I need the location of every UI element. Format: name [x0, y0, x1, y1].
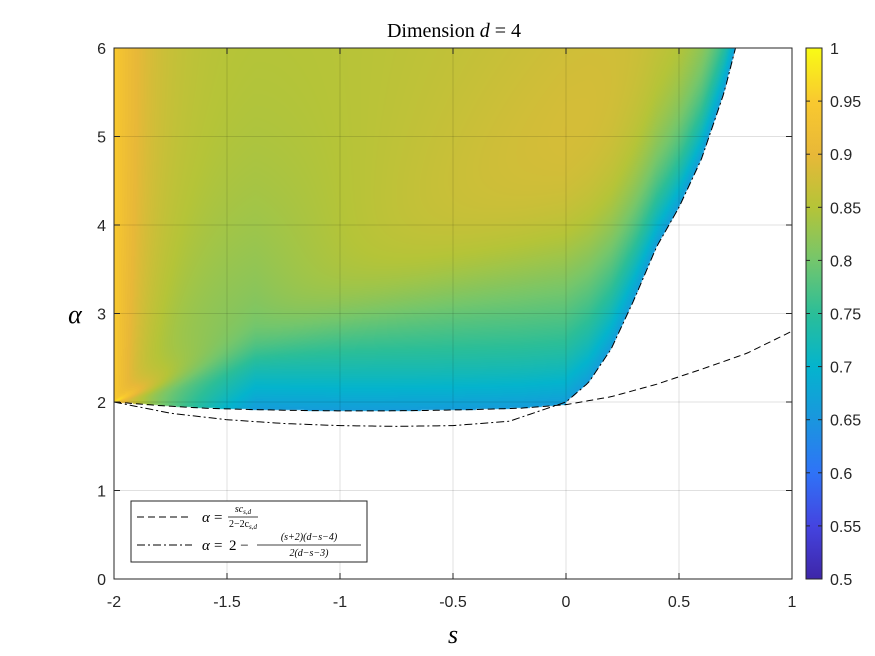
- legend: α = scs,d 2−2cs,d α = 2 − (s+2)(d−s−4) 2…: [130, 500, 368, 563]
- x-ticks: -2 -1.5 -1 -0.5 0 0.5 1: [107, 48, 797, 611]
- legend-entry-2-pre: 2 −: [229, 538, 249, 554]
- y-tick-label: 0: [97, 572, 106, 589]
- legend-entry-1-lhs: α: [202, 510, 211, 526]
- series-dashed-curve: [114, 330, 792, 412]
- legend-entry-2-eq: =: [214, 538, 222, 554]
- legend-entry-1-den: 2−2cs,d: [229, 519, 258, 531]
- heatmap-image: [114, 48, 792, 579]
- legend-box: [130, 500, 368, 563]
- legend-entry-1-eq: =: [214, 510, 222, 526]
- x-tick-label: 0.5: [668, 594, 690, 611]
- colorbar-tick-label: 1: [830, 41, 839, 58]
- title-prefix: Dimension: [387, 20, 480, 42]
- x-tick-label: -1.5: [213, 594, 241, 611]
- colorbar-tick-label: 0.9: [830, 147, 852, 164]
- colorbar-tick-label: 0.75: [830, 307, 861, 324]
- heatmap-layer: [114, 48, 792, 579]
- colorbar-tick-label: 0.5: [830, 572, 852, 589]
- x-tick-label: 0: [562, 594, 571, 611]
- series-dashdot-curve: [114, 48, 736, 427]
- y-tick-label: 5: [97, 130, 106, 147]
- title-rest: = 4: [490, 20, 521, 42]
- y-ticks: 0 1 2 3 4 5 6: [97, 41, 792, 589]
- y-tick-label: 6: [97, 41, 106, 58]
- y-tick-label: 2: [97, 395, 106, 412]
- curves-layer: [114, 48, 792, 427]
- legend-entry-2-den: 2(d−s−3): [289, 548, 329, 559]
- y-tick-label: 4: [97, 218, 106, 235]
- chart-title: Dimension d = 4: [387, 20, 521, 42]
- x-tick-label: -1: [333, 594, 347, 611]
- x-tick-label: 1: [788, 594, 797, 611]
- y-tick-label: 3: [97, 307, 106, 324]
- legend-entry-2-lhs: α: [202, 538, 211, 554]
- colorbar-ticks: 0.5 0.55 0.6 0.65 0.7 0.75 0.8 0.85 0.9 0.95 1: [806, 41, 861, 589]
- x-axis-label: s: [448, 620, 458, 649]
- colorbar-tick-label: 0.55: [830, 519, 861, 536]
- x-tick-label: -0.5: [439, 594, 467, 611]
- title-var: d: [480, 20, 491, 42]
- colorbar-tick-label: 0.8: [830, 253, 852, 270]
- y-tick-label: 1: [97, 484, 106, 501]
- colorbar-tick-label: 0.7: [830, 360, 852, 377]
- x-tick-label: -2: [107, 594, 121, 611]
- colorbar-tick-label: 0.65: [830, 413, 861, 430]
- colorbar-tick-label: 0.85: [830, 200, 861, 217]
- colorbar-tick-label: 0.95: [830, 94, 861, 111]
- colorbar: 0.5 0.55 0.6 0.65 0.7 0.75 0.8 0.85 0.9 0.95 1: [805, 41, 861, 589]
- colorbar-gradient: [806, 48, 822, 579]
- legend-entry-2-num: (s+2)(d−s−4): [281, 532, 338, 543]
- legend-entry-1-num: scs,d: [235, 504, 252, 516]
- y-axis-label: α: [68, 300, 83, 329]
- colorbar-tick-label: 0.6: [830, 466, 852, 483]
